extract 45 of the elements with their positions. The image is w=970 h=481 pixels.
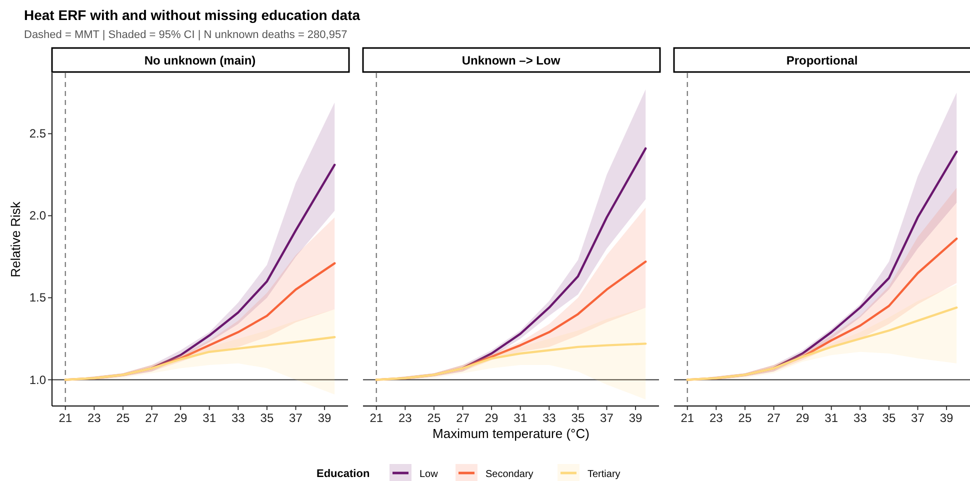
y-tick-label: 1.0 — [29, 372, 46, 387]
x-tick-label: 27 — [767, 411, 781, 425]
x-tick-label: 37 — [289, 411, 303, 425]
y-tick-label: 2.0 — [29, 208, 46, 223]
chart-title: Unknown –> Low — [462, 54, 561, 68]
x-tick-label: 39 — [940, 411, 954, 425]
x-tick-label: 31 — [824, 411, 838, 425]
x-tick-label: 25 — [427, 411, 441, 425]
x-tick-label: 35 — [260, 411, 274, 425]
x-tick-label: 29 — [174, 411, 188, 425]
x-tick-label: 35 — [571, 411, 585, 425]
x-tick-label: 27 — [456, 411, 470, 425]
legend-label: Low — [420, 469, 439, 480]
x-tick-label: 33 — [231, 411, 246, 425]
x-tick-label: 37 — [600, 411, 614, 425]
x-axis-title: Maximum temperature (°C) — [432, 426, 590, 441]
y-axis-title: Relative Risk — [8, 201, 23, 278]
x-tick-label: 39 — [318, 411, 332, 425]
x-tick-label: 33 — [542, 411, 556, 425]
x-tick-label: 33 — [853, 411, 868, 425]
x-tick-label: 39 — [628, 411, 643, 425]
x-tick-label: 21 — [680, 411, 694, 425]
text: Heat ERF with and without missing education data — [24, 7, 360, 23]
x-tick-label: 29 — [484, 411, 499, 425]
x-tick-label: 31 — [514, 411, 528, 425]
x-tick-label: 21 — [370, 411, 384, 425]
y-tick-label: 1.5 — [29, 290, 46, 305]
x-tick-label: 25 — [116, 411, 130, 425]
x-tick-label: 25 — [738, 411, 752, 425]
chart-title: No unknown (main) — [144, 54, 256, 68]
x-tick-label: 35 — [882, 411, 896, 425]
x-tick-label: 21 — [58, 411, 72, 425]
x-tick-label: 29 — [796, 411, 810, 425]
legend-label: Secondary — [486, 469, 534, 480]
chart-title: Proportional — [786, 54, 858, 68]
legend-title: Education — [316, 468, 370, 480]
x-tick-label: 31 — [202, 411, 216, 425]
y-tick-label: 2.5 — [29, 126, 46, 141]
text: Dashed = MMT | Shaded = 95% CI | N unknown deaths = 280,957 — [24, 29, 348, 41]
x-tick-label: 37 — [911, 411, 925, 425]
x-tick-label: 23 — [88, 411, 102, 425]
x-tick-label: 27 — [145, 411, 159, 425]
x-tick-label: 23 — [710, 411, 724, 425]
x-tick-label: 23 — [398, 411, 412, 425]
legend-label: Tertiary — [588, 469, 620, 480]
